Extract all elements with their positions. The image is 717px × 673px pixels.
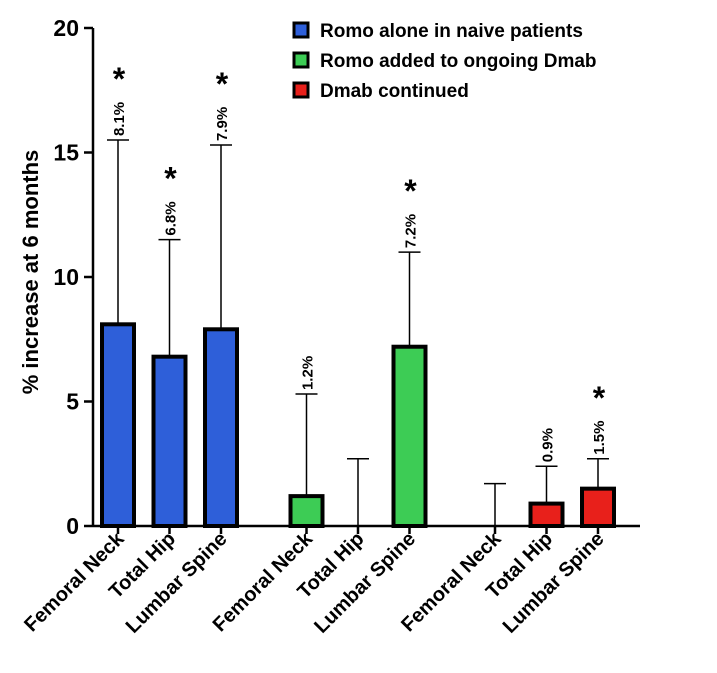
significance-marker: * <box>216 66 229 102</box>
significance-marker: * <box>404 173 417 209</box>
legend-swatch <box>292 81 310 99</box>
data-label: 7.2% <box>403 214 420 248</box>
legend-label: Romo added to ongoing Dmab <box>320 51 597 72</box>
bar <box>391 344 428 528</box>
y-axis-label: % increase at 6 months <box>18 150 43 395</box>
data-label: 8.1% <box>111 102 128 136</box>
legend-swatch <box>292 51 310 69</box>
y-tick-label: 20 <box>53 15 79 41</box>
significance-marker: * <box>593 380 606 416</box>
legend-label: Dmab continued <box>320 81 469 102</box>
legend-swatch <box>292 21 310 39</box>
bar <box>151 354 188 528</box>
data-label: 1.5% <box>591 421 608 455</box>
data-label: 0.9% <box>540 428 557 462</box>
data-label: 6.8% <box>163 201 180 235</box>
bar <box>100 322 136 528</box>
chart-bars: 8.1% * 6.8% * 7.9% * 1.2% 7.2% * 0.9% 1.5% * <box>100 61 616 529</box>
y-tick-label: 15 <box>53 140 79 166</box>
legend-label: Romo alone in naive patients <box>320 21 583 42</box>
y-tick-label: 10 <box>53 264 79 290</box>
y-tick-label: 5 <box>66 389 79 415</box>
bar <box>203 327 239 529</box>
significance-marker: * <box>164 161 177 197</box>
data-label: 1.2% <box>300 356 317 390</box>
significance-marker: * <box>113 61 126 97</box>
y-tick-label: 0 <box>66 513 79 539</box>
bar <box>580 486 616 528</box>
data-label: 7.9% <box>214 107 231 141</box>
bar <box>288 494 325 528</box>
bar <box>528 501 565 528</box>
legend: Romo alone in naive patients Romo added t… <box>292 21 597 102</box>
